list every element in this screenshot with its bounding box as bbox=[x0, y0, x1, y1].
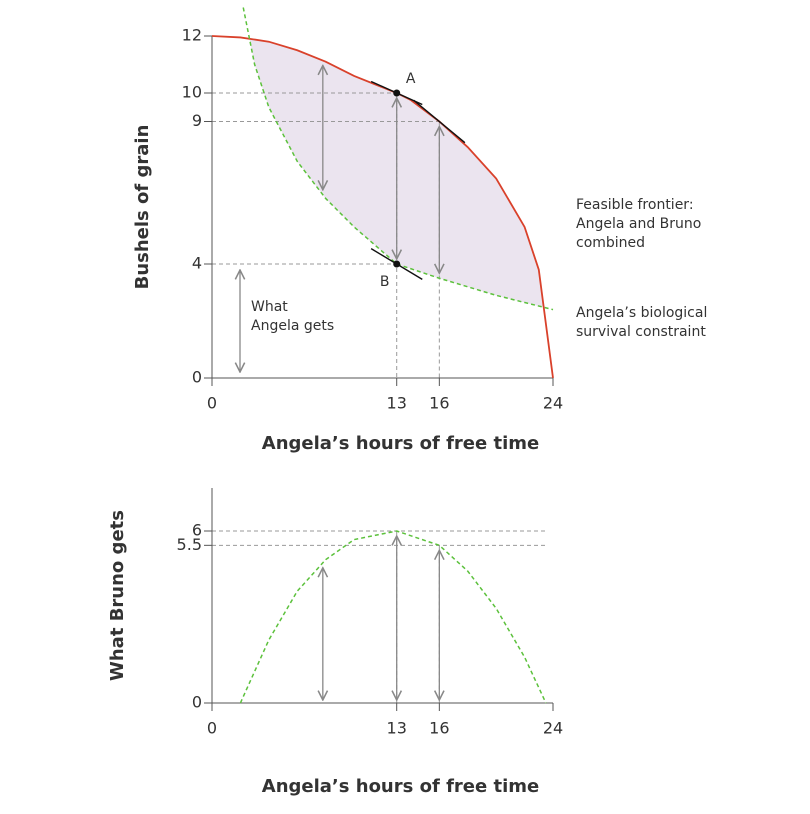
y-tick-label: 10 bbox=[182, 83, 202, 102]
y-tick-label: 0 bbox=[192, 368, 202, 387]
y-tick-label: 6 bbox=[192, 521, 202, 540]
curve-label: survival constraint bbox=[576, 324, 706, 340]
x-tick-label: 0 bbox=[207, 719, 217, 738]
curve-label: Angela and Bruno bbox=[576, 216, 701, 232]
x-tick-label: 24 bbox=[543, 394, 563, 413]
tangent bbox=[413, 99, 466, 144]
x-tick-label: 13 bbox=[387, 719, 407, 738]
y-axis-label: What Bruno gets bbox=[107, 510, 128, 681]
annotation: What bbox=[251, 299, 288, 315]
annotation: Angela gets bbox=[251, 318, 334, 334]
curve-label: Feasible frontier: bbox=[576, 197, 694, 213]
point-label: A bbox=[406, 71, 416, 87]
point bbox=[393, 89, 401, 97]
y-tick-label: 0 bbox=[192, 693, 202, 712]
x-tick-label: 16 bbox=[429, 394, 449, 413]
y-tick-label: 5.5 bbox=[177, 535, 202, 554]
point bbox=[393, 260, 401, 268]
x-tick-label: 24 bbox=[543, 719, 563, 738]
curve bbox=[242, 7, 554, 311]
curve bbox=[239, 530, 547, 704]
x-axis-label: Angela’s hours of free time bbox=[262, 433, 539, 454]
y-tick-label: 4 bbox=[192, 254, 202, 273]
x-tick-label: 16 bbox=[429, 719, 449, 738]
curve-label: combined bbox=[576, 235, 645, 251]
x-axis-label: Angela’s hours of free time bbox=[262, 776, 539, 797]
y-axis-label: Bushels of grain bbox=[132, 125, 153, 290]
x-tick-label: 0 bbox=[207, 394, 217, 413]
point-label: B bbox=[380, 274, 390, 290]
y-tick-label: 9 bbox=[192, 111, 202, 130]
x-tick-label: 13 bbox=[387, 394, 407, 413]
curve-label: Angela’s biological bbox=[576, 305, 707, 321]
y-tick-label: 12 bbox=[182, 26, 202, 45]
